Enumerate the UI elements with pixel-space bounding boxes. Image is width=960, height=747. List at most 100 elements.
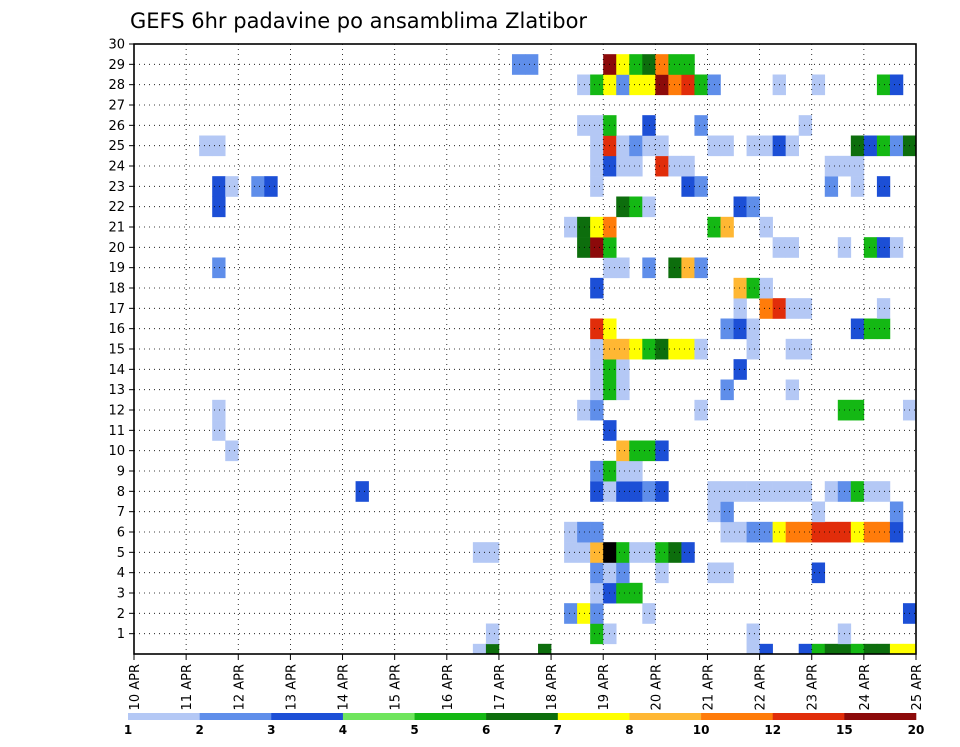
y-tick-label: 22	[108, 200, 125, 215]
colorbar-label: 7	[554, 723, 562, 737]
heatmap-cell	[616, 582, 630, 604]
heatmap-cell	[746, 481, 760, 502]
heatmap-cell	[616, 338, 630, 360]
colorbar-label: 20	[908, 723, 925, 737]
x-tick-label: 14 APR	[337, 664, 352, 710]
heatmap-cells	[199, 54, 917, 655]
heatmap-cell	[577, 542, 591, 563]
heatmap-cell	[212, 176, 226, 197]
heatmap-cell	[564, 542, 578, 563]
heatmap-cell	[511, 54, 526, 75]
y-tick-label: 20	[108, 241, 125, 256]
heatmap-cell	[590, 115, 604, 136]
heatmap-cell	[212, 399, 226, 421]
heatmap-cell	[889, 74, 904, 96]
heatmap-cell	[616, 460, 630, 482]
heatmap-cell	[655, 440, 669, 462]
heatmap-cell	[577, 603, 591, 624]
heatmap-cell	[811, 501, 826, 523]
heatmap-cell	[629, 135, 643, 157]
heatmap-cell	[759, 643, 773, 655]
heatmap-cell	[668, 74, 682, 96]
heatmap-cell	[733, 298, 747, 319]
y-tick-label: 23	[108, 180, 125, 195]
heatmap-cell	[733, 318, 747, 340]
heatmap-cell	[798, 115, 813, 136]
heatmap-cell	[824, 643, 839, 655]
heatmap-cell	[655, 562, 669, 584]
heatmap-cell	[590, 277, 604, 299]
heatmap-cell	[850, 399, 865, 421]
colorbar-segment	[772, 713, 845, 720]
heatmap-cell	[616, 196, 630, 218]
heatmap-cell	[681, 74, 695, 96]
heatmap-cell	[655, 481, 669, 502]
heatmap-cell	[225, 176, 239, 197]
heatmap-cell	[746, 623, 760, 645]
heatmap-cell	[590, 379, 604, 401]
heatmap-cell	[850, 155, 865, 177]
heatmap-cell	[590, 176, 604, 197]
heatmap-cell	[863, 135, 878, 157]
heatmap-cell	[733, 359, 747, 380]
heatmap-cell	[642, 257, 656, 279]
colorbar: 1 2 3 4 5 6 7 8 10 12 15 20	[124, 713, 925, 737]
heatmap-cell	[759, 216, 773, 238]
heatmap-cell	[590, 623, 604, 645]
heatmap-cell	[590, 338, 604, 360]
heatmap-cell	[733, 196, 747, 218]
heatmap-cell	[902, 643, 917, 655]
heatmap-cell	[759, 481, 773, 502]
heatmap-cell	[642, 440, 656, 462]
heatmap-cell	[616, 562, 630, 584]
heatmap-cell	[577, 216, 591, 238]
heatmap-cell	[824, 481, 839, 502]
heatmap-cell	[798, 481, 813, 502]
heatmap-cell	[212, 420, 226, 441]
heatmap-cell	[590, 216, 604, 238]
y-tick-label: 30	[108, 38, 125, 53]
heatmap-cell	[590, 237, 604, 258]
heatmap-cell	[733, 481, 747, 502]
heatmap-cell	[785, 135, 799, 157]
heatmap-cell	[590, 399, 604, 421]
heatmap-cell	[629, 338, 643, 360]
heatmap-cell	[577, 74, 591, 96]
heatmap-cell	[876, 74, 891, 96]
heatmap-cell	[694, 338, 708, 360]
heatmap-cell	[785, 481, 799, 502]
x-tick-label: 25 APR	[910, 664, 925, 710]
heatmap-cell	[746, 521, 760, 543]
heatmap-cell	[629, 460, 643, 482]
heatmap-cell	[681, 338, 695, 360]
y-tick-label: 13	[108, 383, 125, 398]
heatmap-cell	[746, 196, 760, 218]
heatmap-cell	[629, 196, 643, 218]
heatmap-cell	[720, 562, 734, 584]
heatmap-cell	[616, 74, 630, 96]
x-tick-label: 20 APR	[649, 664, 664, 710]
heatmap-cell	[798, 643, 813, 655]
heatmap-cell	[629, 440, 643, 462]
heatmap-cell	[642, 542, 656, 563]
heatmap-cell	[629, 481, 643, 502]
heatmap-cell	[876, 481, 891, 502]
heatmap-cell	[720, 318, 734, 340]
heatmap-cell	[564, 216, 578, 238]
colorbar-label: 2	[195, 723, 203, 737]
heatmap-cell	[668, 54, 682, 75]
colorbar-label: 15	[836, 723, 853, 737]
heatmap-cell	[642, 196, 656, 218]
heatmap-cell	[876, 135, 891, 157]
heatmap-cell	[668, 155, 682, 177]
heatmap-cell	[889, 643, 904, 655]
heatmap-cell	[876, 237, 891, 258]
heatmap-cell	[590, 481, 604, 502]
x-tick-label: 16 APR	[441, 664, 456, 710]
heatmap-cell	[759, 521, 773, 543]
heatmap-cell	[538, 643, 552, 655]
heatmap-cell	[746, 643, 760, 655]
heatmap-cell	[655, 135, 669, 157]
colorbar-label: 12	[764, 723, 781, 737]
